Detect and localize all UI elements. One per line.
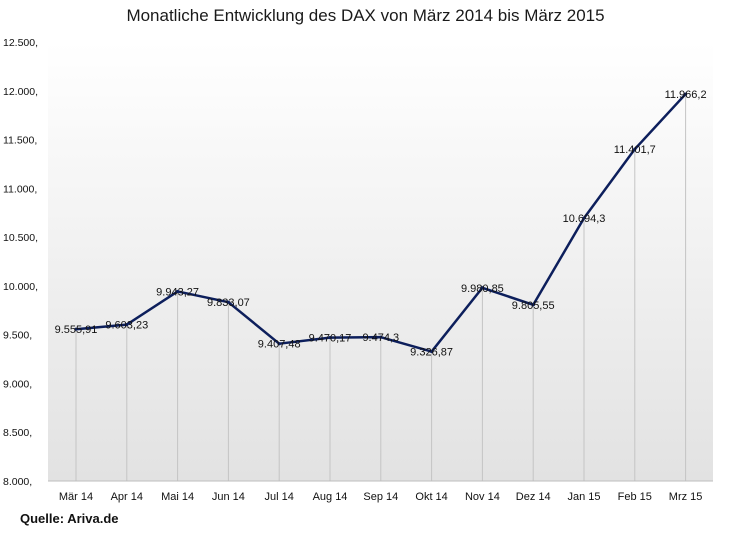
- data-point: [277, 342, 281, 346]
- data-point: [125, 322, 129, 327]
- data-label: 10.694,3: [563, 213, 606, 225]
- data-point: [430, 349, 434, 354]
- x-tick-label: Okt 14: [415, 491, 447, 503]
- x-tick-label: Jul 14: [265, 491, 294, 503]
- data-point: [633, 147, 637, 151]
- x-tick-label: Jun 14: [212, 491, 245, 503]
- data-label: 11.401,7: [614, 144, 656, 156]
- data-label: 9.805,55: [512, 300, 555, 312]
- chart-title: Monatliche Entwicklung des DAX von März …: [126, 6, 605, 25]
- x-tick-label: Mrz 15: [669, 491, 703, 503]
- y-tick-label: 9.000,: [3, 378, 32, 390]
- data-point: [74, 327, 78, 331]
- x-tick-label: Feb 15: [618, 491, 652, 503]
- y-tick-label: 9.500,: [3, 330, 32, 342]
- y-tick-label: 10.500,: [3, 232, 38, 244]
- x-tick-label: Jan 15: [567, 491, 600, 503]
- y-tick-label: 11.000,: [3, 183, 37, 195]
- data-label: 9.980,85: [461, 283, 504, 295]
- data-label: 9.603,23: [105, 320, 148, 332]
- y-tick-label: 10.000,: [3, 281, 38, 293]
- data-point: [582, 216, 586, 220]
- data-label: 9.833,07: [207, 297, 250, 309]
- data-label: 9.407,48: [258, 339, 301, 351]
- data-label: 9.474,3: [362, 332, 399, 344]
- x-tick-label: Mär 14: [59, 491, 93, 503]
- data-label: 9.470,17: [309, 333, 352, 345]
- data-label: 9.326,87: [410, 347, 453, 359]
- source-note: Quelle: Ariva.de: [20, 511, 119, 526]
- y-tick-label: 12.000,: [3, 86, 38, 98]
- x-tick-label: Dez 14: [516, 491, 551, 503]
- data-point: [480, 286, 484, 290]
- data-point: [226, 300, 230, 304]
- x-tick-label: Mai 14: [161, 491, 194, 503]
- data-label: 9.555,91: [55, 324, 98, 336]
- data-label: 11.966,2: [665, 89, 707, 101]
- data-point: [684, 92, 688, 96]
- x-tick-label: Nov 14: [465, 491, 500, 503]
- y-tick-label: 11.500,: [3, 135, 37, 147]
- y-tick-label: 12.500,: [3, 37, 38, 49]
- data-point: [176, 289, 180, 294]
- data-point: [328, 335, 332, 340]
- x-tick-label: Aug 14: [313, 491, 348, 503]
- data-point: [379, 335, 383, 339]
- y-tick-label: 8.500,: [3, 427, 32, 439]
- x-tick-label: Apr 14: [111, 491, 143, 503]
- data-label: 9.943,27: [156, 286, 199, 298]
- data-point: [531, 303, 535, 307]
- y-tick-label: 8.000,: [3, 476, 32, 488]
- x-tick-label: Sep 14: [363, 491, 398, 503]
